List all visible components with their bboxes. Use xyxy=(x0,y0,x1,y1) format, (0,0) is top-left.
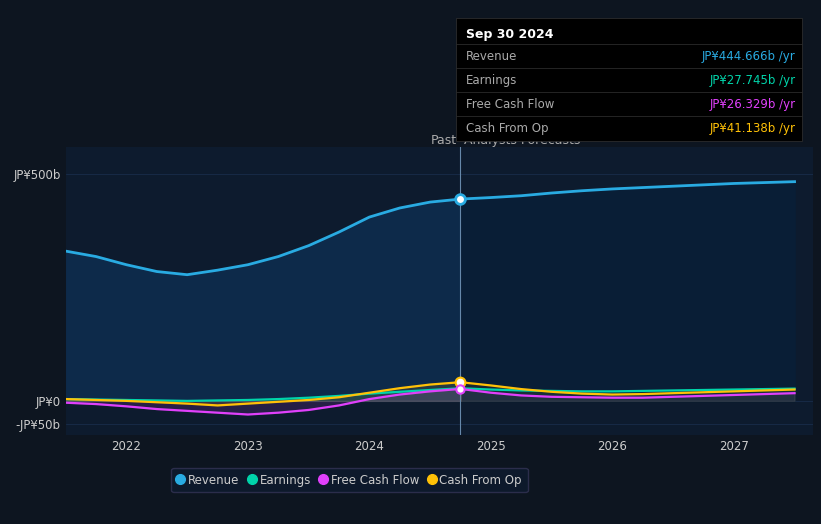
Text: Analysts Forecasts: Analysts Forecasts xyxy=(464,134,580,147)
Text: Cash From Op: Cash From Op xyxy=(466,122,548,135)
Text: Sep 30 2024: Sep 30 2024 xyxy=(466,28,553,41)
Legend: Revenue, Earnings, Free Cash Flow, Cash From Op: Revenue, Earnings, Free Cash Flow, Cash … xyxy=(172,467,528,493)
Text: JP¥27.745b /yr: JP¥27.745b /yr xyxy=(709,74,796,87)
Text: Earnings: Earnings xyxy=(466,74,517,87)
Text: Free Cash Flow: Free Cash Flow xyxy=(466,98,554,111)
Text: JP¥41.138b /yr: JP¥41.138b /yr xyxy=(709,122,796,135)
Text: JP¥444.666b /yr: JP¥444.666b /yr xyxy=(702,50,796,63)
Text: Revenue: Revenue xyxy=(466,50,517,63)
Text: Past: Past xyxy=(431,134,456,147)
Text: JP¥26.329b /yr: JP¥26.329b /yr xyxy=(709,98,796,111)
